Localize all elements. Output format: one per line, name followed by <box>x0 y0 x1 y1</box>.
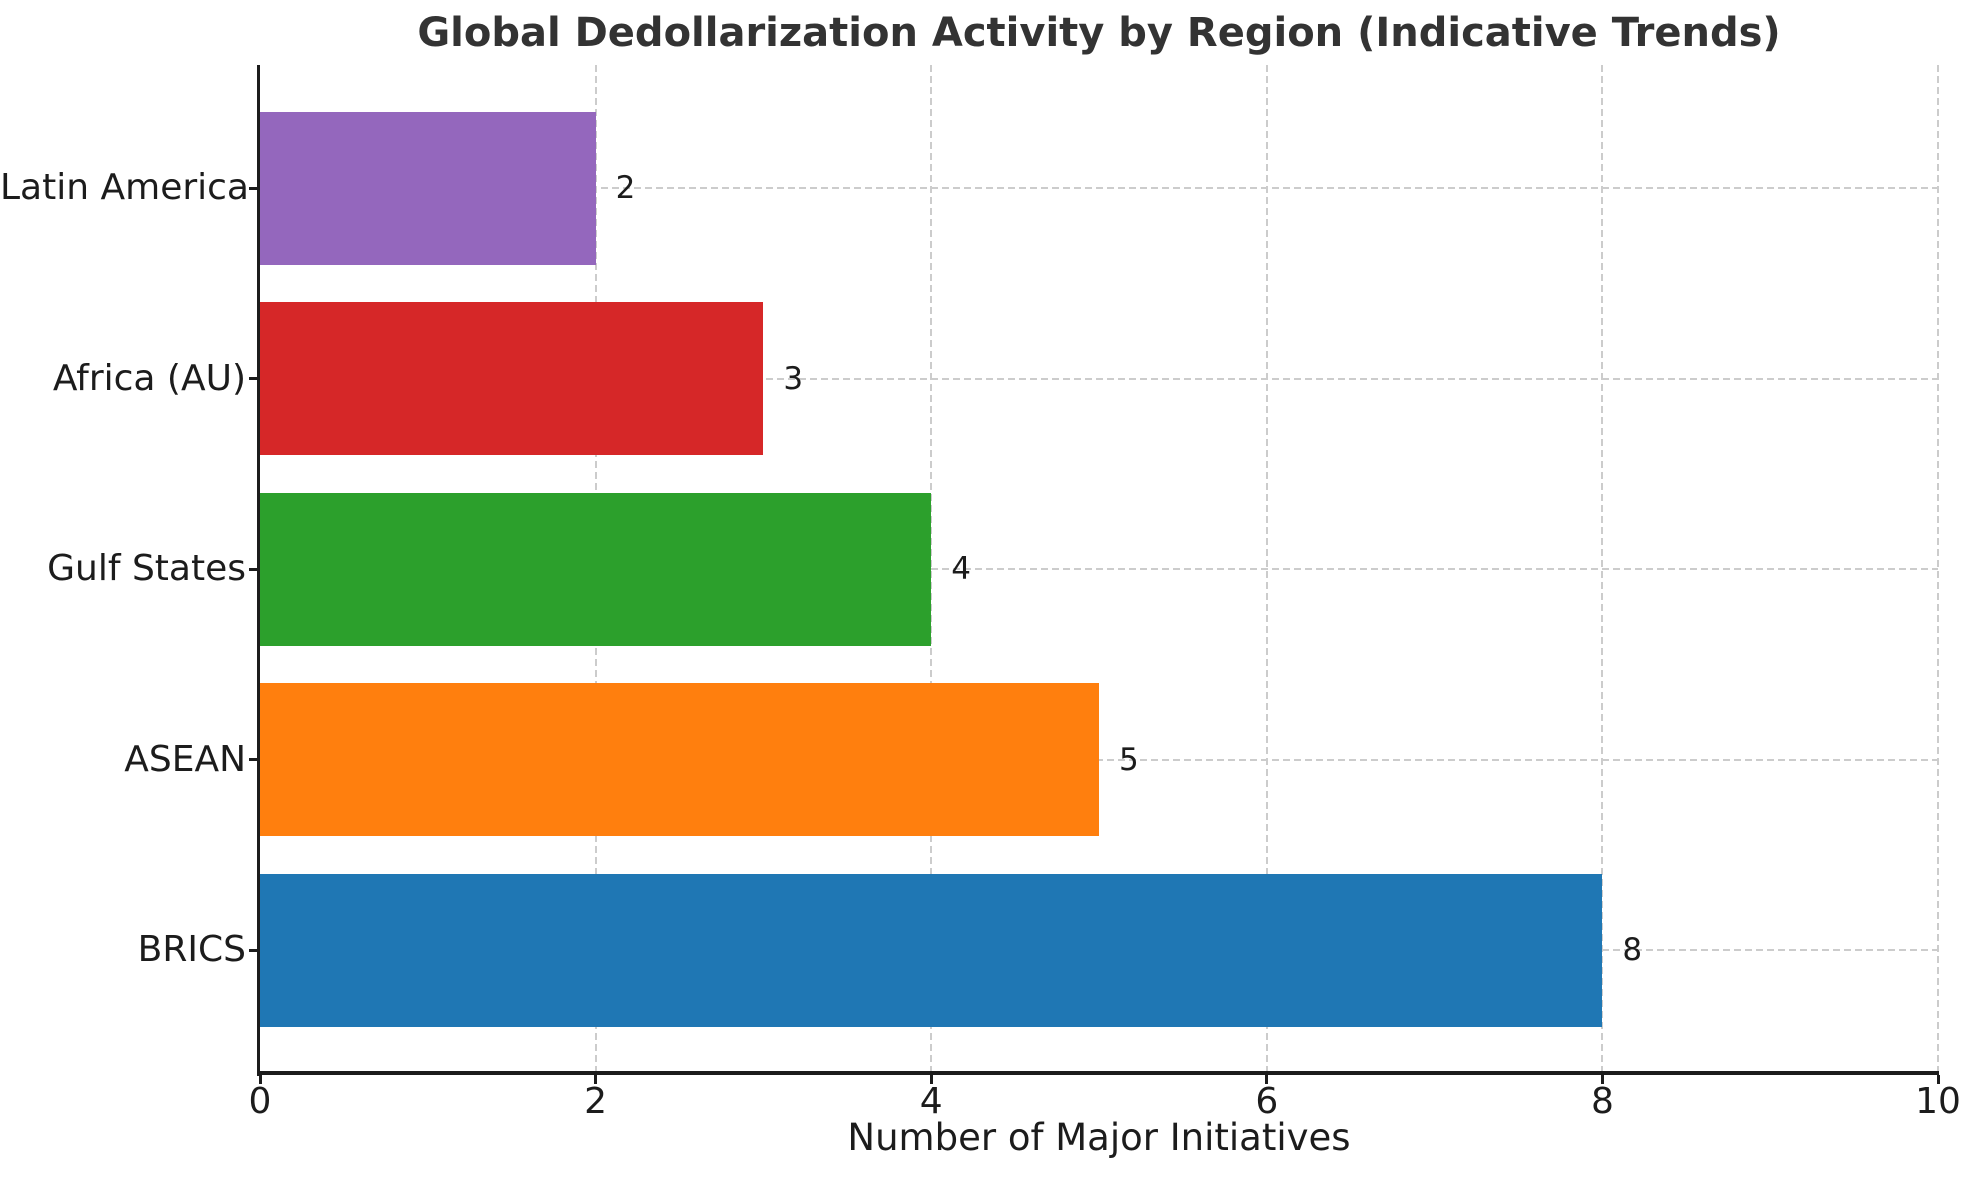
x-tick-label-10: 10 <box>1915 1081 1961 1122</box>
value-label-brics: 8 <box>1622 932 1643 968</box>
gridline-y-latin-america <box>260 187 1938 189</box>
y-tick-label-asean: ASEAN <box>124 738 246 780</box>
y-tick-label-brics: BRICS <box>137 929 246 970</box>
gridline-y-africa-au <box>260 377 1938 380</box>
gridline-x-6 <box>1265 65 1268 1073</box>
y-tick-label-gulf-states: Gulf States <box>47 548 246 589</box>
gridline-y-gulf-states <box>260 568 1938 570</box>
x-tick-8 <box>1600 1075 1604 1084</box>
y-tick-gulf-states <box>249 567 258 571</box>
y-tick-label-africa-au: Africa (AU) <box>52 357 246 399</box>
x-axis-label: Number of Major Initiatives <box>847 1116 1351 1159</box>
gridline-y-asean <box>260 758 1938 761</box>
bar-africa-au <box>260 302 764 455</box>
gridline-x-10 <box>1937 65 1939 1073</box>
y-axis-spine <box>257 65 260 1076</box>
gridline-x-8 <box>1601 65 1604 1073</box>
x-tick-2 <box>594 1075 598 1084</box>
y-tick-label-latin-america: Latin America <box>0 167 249 208</box>
bar-brics <box>260 873 1603 1027</box>
value-label-africa-au: 3 <box>783 360 804 397</box>
bar-asean <box>260 683 1099 836</box>
y-tick-brics <box>249 948 258 952</box>
x-tick-6 <box>1265 1075 1269 1084</box>
chart-title: Global Dedollarization Activity by Regio… <box>417 10 1781 56</box>
y-tick-africa-au <box>249 377 258 380</box>
y-tick-latin-america <box>249 186 258 190</box>
gridline-x-4 <box>930 65 933 1073</box>
x-tick-4 <box>929 1075 933 1084</box>
x-tick-label-8: 8 <box>1590 1081 1614 1122</box>
x-tick-label-6: 6 <box>1255 1081 1279 1122</box>
x-tick-label-4: 4 <box>919 1081 943 1122</box>
value-label-gulf-states: 4 <box>951 551 971 587</box>
bar-gulf-states <box>260 492 932 646</box>
x-tick-10 <box>1936 1075 1940 1084</box>
x-axis-spine <box>257 1071 1939 1075</box>
x-tick-label-0: 0 <box>248 1081 272 1122</box>
x-tick-label-2: 2 <box>584 1081 608 1122</box>
bar-latin-america <box>260 111 596 265</box>
value-label-asean: 5 <box>1119 741 1139 778</box>
value-label-latin-america: 2 <box>615 170 636 206</box>
x-tick-0 <box>258 1075 262 1084</box>
y-tick-asean <box>249 758 258 761</box>
plot-area <box>260 65 1939 1073</box>
